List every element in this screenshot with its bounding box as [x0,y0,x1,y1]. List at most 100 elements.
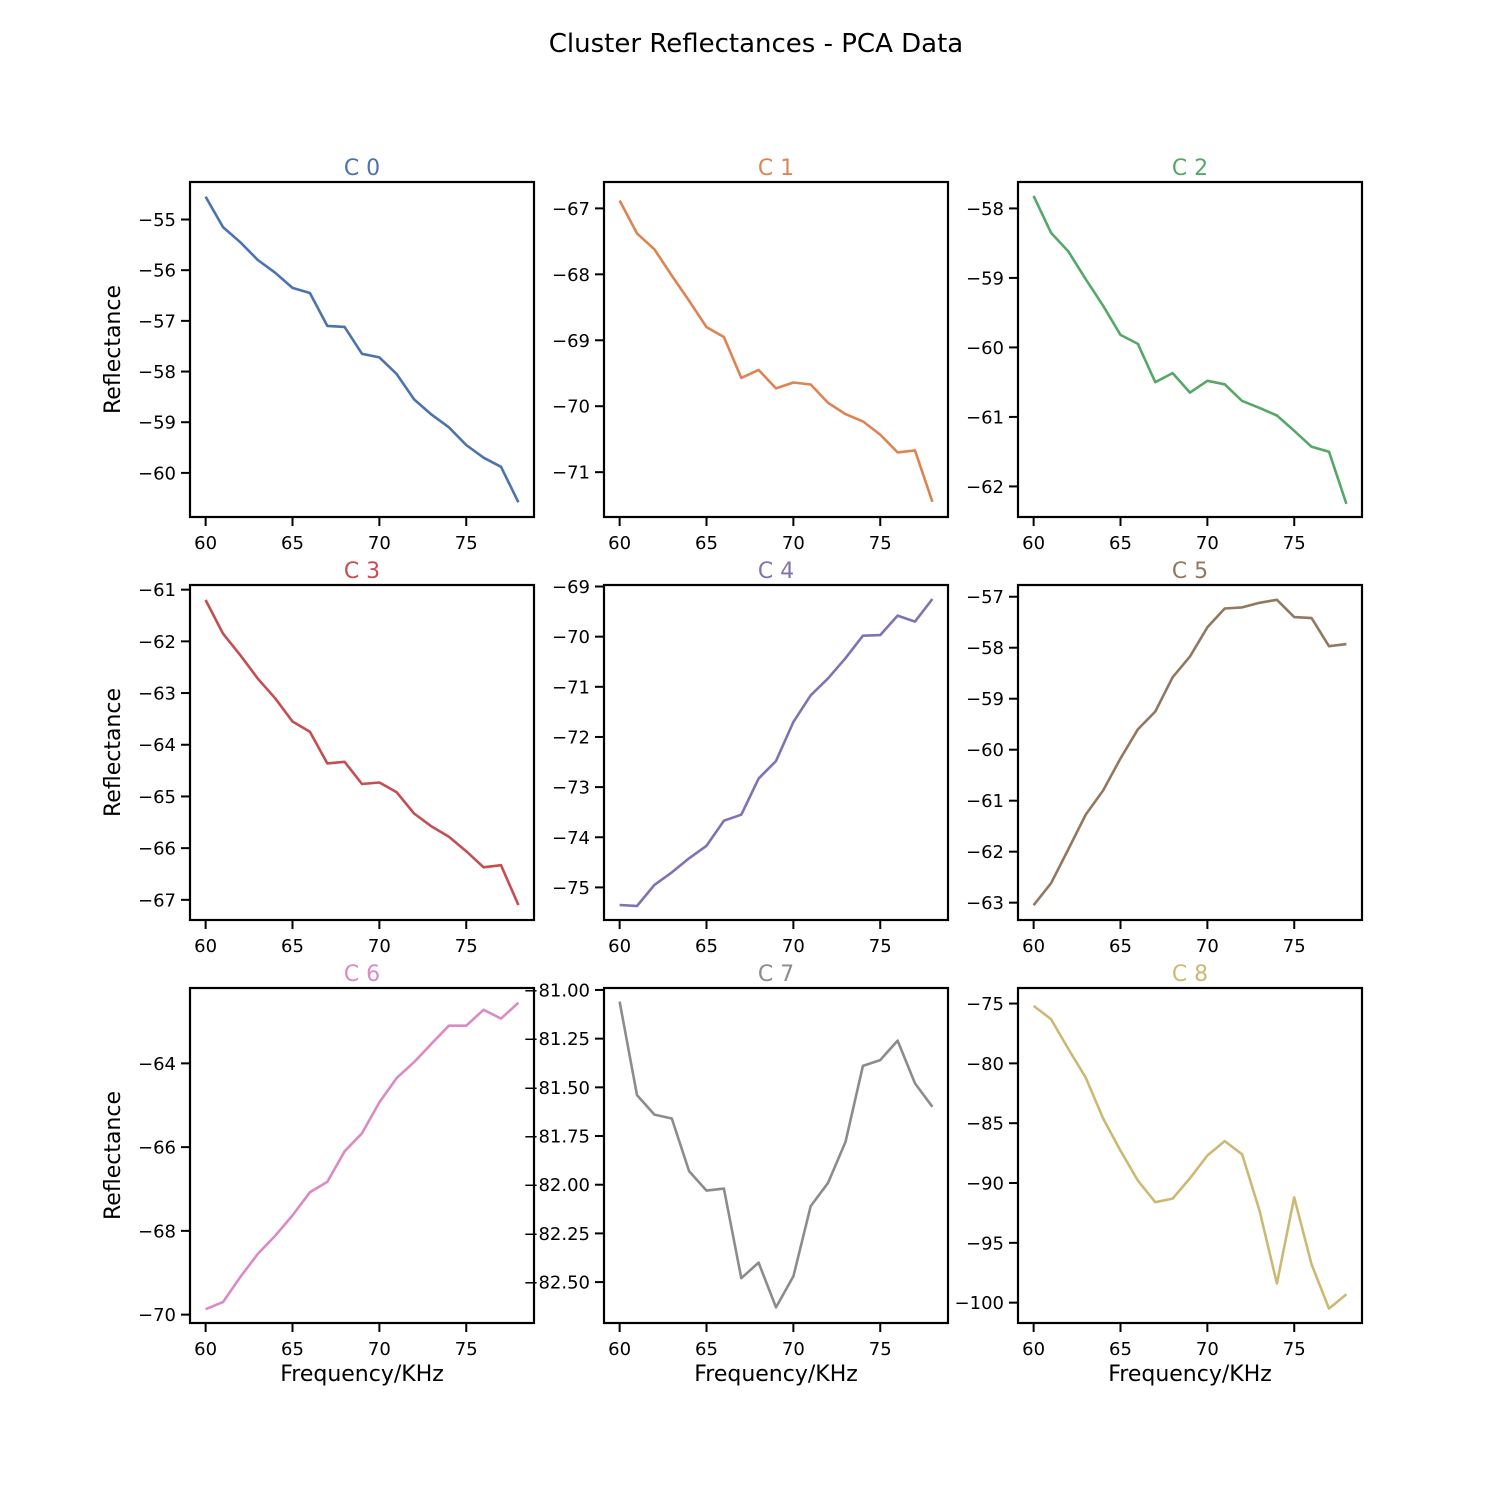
y-tick-label: −60 [138,463,176,484]
subplot-7: C 7 60 65 70 75 −81.00 −81.25 −81.50 −81.75 −82.0… [523,962,950,1387]
series-line [1032,195,1348,505]
y-tick-label: −72 [552,727,590,748]
x-tick-label: 60 [608,533,631,554]
x-tick-label: 65 [281,1339,304,1360]
x-tick-label: 75 [1283,1339,1306,1360]
y-tick-label: −75 [552,878,590,899]
y-tick-label: −74 [552,828,590,849]
x-tick-label: 65 [695,936,718,957]
y-tick-label: −59 [966,689,1004,710]
subplot-4: C 4 60 65 70 75 −69 −70 −71 −72 −73 −74 −75 [552,559,950,957]
subplot-title: C 3 [344,559,380,584]
y-tick-label: −57 [966,587,1004,608]
axes-frame [602,583,950,922]
subplot-5: C 5 60 65 70 75 −57 −58 −59 −60 −61 −62 −63 [966,559,1364,957]
y-tick-label: −67 [138,890,176,911]
y-tick-label: −59 [138,413,176,434]
x-tick-label: 70 [1196,936,1219,957]
x-tick-label: 60 [194,1339,217,1360]
x-tick-label: 75 [455,533,478,554]
subplot-title: C 0 [344,156,380,181]
x-axis-label: Frequency/KHz [280,1362,444,1387]
y-axis-label: Reflectance [101,1091,126,1220]
y-tick-label: −69 [552,331,590,352]
x-tick-label: 75 [455,936,478,957]
subplot-title: C 4 [758,559,794,584]
y-tick-label: −82.50 [523,1273,590,1294]
x-tick-label: 70 [1196,533,1219,554]
subplot-6: C 6 60 65 70 75 −64 −66 −68 −70 Reflectance Freque… [101,962,536,1387]
subplot-title: C 2 [1172,156,1208,181]
subplot-8: C 8 60 65 70 75 −75 −80 −85 −90 −95 −100 Frequency/… [955,962,1364,1387]
y-tick-label: −65 [138,787,176,808]
y-axis-label: Reflectance [101,688,126,817]
y-tick-label: −68 [138,1221,176,1242]
series-line [204,196,520,503]
y-tick-label: −82.00 [523,1175,590,1196]
y-tick-label: −62 [966,842,1004,863]
y-tick-label: −57 [138,311,176,332]
y-axis-label: Reflectance [101,285,126,414]
x-tick-label: 75 [455,1339,478,1360]
y-tick-label: −71 [552,463,590,484]
x-tick-label: 70 [368,1339,391,1360]
x-axis-label: Frequency/KHz [694,1362,858,1387]
axes-frame [1016,180,1364,519]
axes-frame [188,986,536,1325]
y-tick-label: −75 [966,994,1004,1015]
x-tick-label: 75 [869,1339,892,1360]
x-tick-label: 60 [608,1339,631,1360]
x-tick-label: 60 [194,533,217,554]
y-tick-label: −63 [138,684,176,705]
y-tick-label: −60 [966,338,1004,359]
y-tick-label: −69 [552,577,590,598]
subplot-title: C 1 [758,156,794,181]
x-axis-label: Frequency/KHz [1108,1362,1272,1387]
y-tick-label: −68 [552,265,590,286]
y-tick-label: −66 [138,1138,176,1159]
x-tick-label: 75 [869,936,892,957]
x-tick-label: 60 [194,936,217,957]
y-tick-label: −95 [966,1233,1004,1254]
y-tick-label: −60 [966,740,1004,761]
y-tick-label: −81.25 [523,1029,590,1050]
subplot-title: C 6 [344,962,380,987]
subplot-0: C 0 60 65 70 75 −55 −56 −57 −58 −59 −60 Reflectance [101,156,536,554]
x-tick-label: 65 [1109,936,1132,957]
x-tick-label: 75 [869,533,892,554]
x-tick-label: 65 [1109,1339,1132,1360]
y-tick-label: −81.00 [523,980,590,1001]
x-tick-label: 70 [782,533,805,554]
subplot-title: C 8 [1172,962,1208,987]
axes-frame [1016,986,1364,1325]
x-tick-label: 60 [608,936,631,957]
y-tick-label: −70 [138,1305,176,1326]
series-line [618,199,934,503]
y-tick-label: −55 [138,210,176,231]
y-tick-label: −66 [138,839,176,860]
y-tick-label: −90 [966,1174,1004,1195]
axes-frame [1016,583,1364,922]
subplot-1: C 1 60 65 70 75 −67 −68 −69 −70 −71 [552,156,950,554]
y-tick-label: −67 [552,199,590,220]
axes-frame [602,986,950,1325]
y-tick-label: −100 [955,1293,1004,1314]
x-tick-label: 70 [782,1339,805,1360]
x-tick-label: 70 [368,533,391,554]
x-tick-label: 75 [1283,936,1306,957]
x-tick-label: 70 [782,936,805,957]
y-tick-label: −70 [552,627,590,648]
series-line [619,598,934,908]
y-tick-label: −58 [138,362,176,383]
x-tick-label: 70 [1196,1339,1219,1360]
subplot-2: C 2 60 65 70 75 −58 −59 −60 −61 −62 [966,156,1364,554]
y-tick-label: −61 [966,407,1004,428]
y-tick-label: −71 [552,677,590,698]
x-tick-label: 60 [1022,936,1045,957]
subplot-grid: C 0 60 65 70 75 −55 −56 −57 −58 −59 −60 Reflectance… [101,156,1364,1387]
series-line [205,1001,520,1311]
y-tick-label: −61 [966,791,1004,812]
y-tick-label: −81.75 [523,1127,590,1148]
y-tick-label: −70 [552,397,590,418]
